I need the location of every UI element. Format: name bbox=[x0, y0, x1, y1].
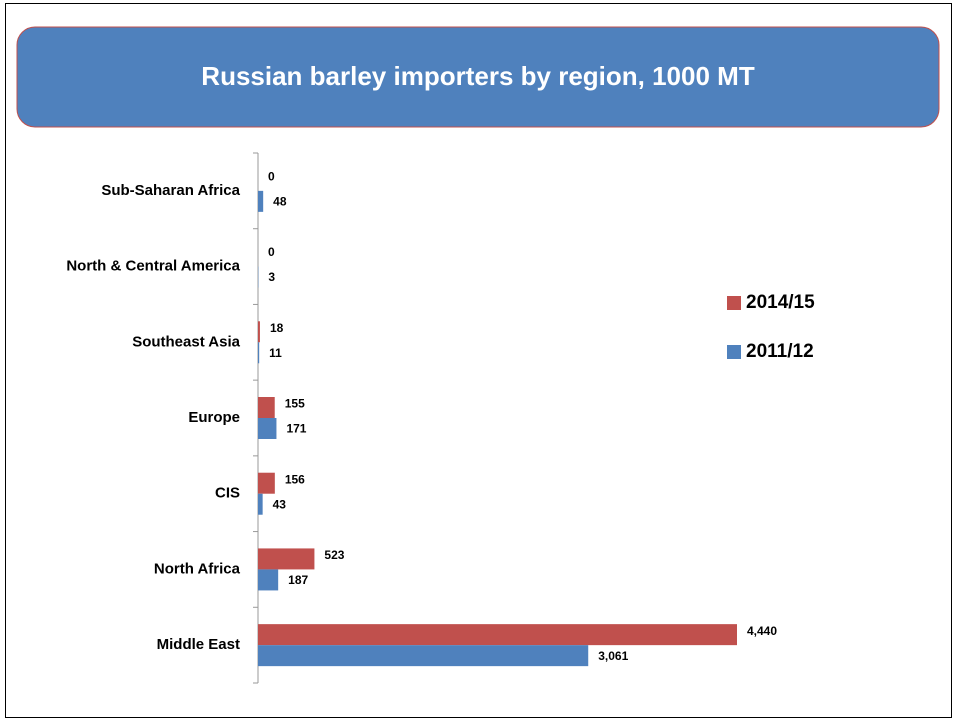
data-label: 18 bbox=[270, 321, 284, 335]
bar bbox=[258, 645, 589, 667]
category-label: CIS bbox=[215, 485, 240, 502]
category-label: Middle East bbox=[157, 636, 240, 653]
bar bbox=[258, 569, 279, 591]
data-label: 155 bbox=[285, 397, 305, 411]
data-label: 3,061 bbox=[598, 649, 628, 663]
data-label: 187 bbox=[288, 573, 308, 587]
legend-label: 2014/15 bbox=[746, 292, 815, 313]
bar bbox=[258, 321, 260, 343]
data-label: 11 bbox=[269, 346, 282, 360]
data-label: 43 bbox=[273, 497, 287, 511]
bar bbox=[258, 624, 737, 646]
data-label: 48 bbox=[273, 195, 287, 209]
data-label: 4,440 bbox=[747, 624, 777, 638]
data-label: 523 bbox=[324, 548, 344, 562]
bar bbox=[258, 472, 275, 494]
title-banner bbox=[16, 26, 940, 128]
category-label: North & Central America bbox=[66, 258, 240, 275]
category-label: Sub-Saharan Africa bbox=[101, 182, 240, 199]
category-label: Southeast Asia bbox=[132, 333, 240, 350]
data-label: 3 bbox=[268, 270, 275, 284]
bar bbox=[258, 493, 263, 515]
bar bbox=[258, 342, 260, 364]
data-label: 0 bbox=[268, 170, 275, 184]
legend-swatch bbox=[727, 345, 741, 359]
bar bbox=[258, 190, 264, 212]
legend-label: 2011/12 bbox=[746, 341, 814, 362]
data-label: 0 bbox=[268, 245, 275, 259]
data-label: 171 bbox=[286, 422, 306, 436]
category-label: North Africa bbox=[154, 560, 241, 577]
bar bbox=[258, 418, 277, 439]
data-label: 156 bbox=[285, 472, 305, 486]
bar bbox=[258, 548, 315, 570]
frame bbox=[5, 3, 952, 718]
legend-swatch bbox=[727, 296, 741, 310]
chart-title: Russian barley importers by region, 1000… bbox=[201, 61, 755, 91]
bar bbox=[258, 397, 275, 418]
category-label: Europe bbox=[188, 409, 240, 426]
